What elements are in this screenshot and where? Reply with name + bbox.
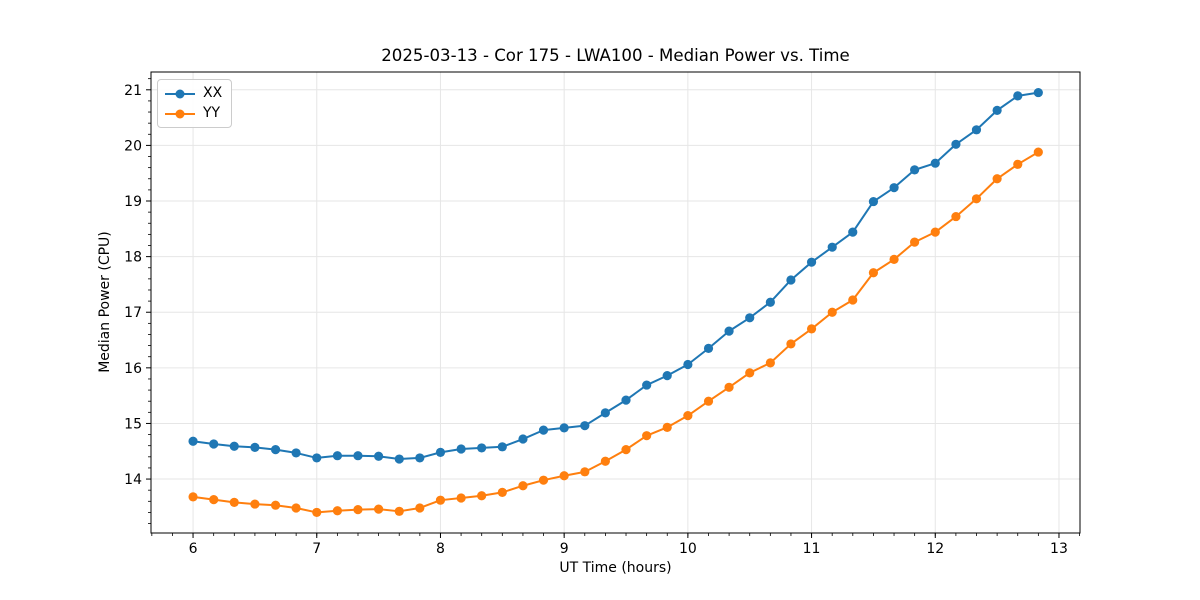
- svg-text:6: 6: [189, 541, 198, 557]
- legend-label-yy: YY: [203, 105, 221, 121]
- svg-text:12: 12: [926, 541, 944, 557]
- legend: XX YY: [157, 79, 233, 128]
- svg-text:7: 7: [312, 541, 321, 557]
- svg-text:15: 15: [124, 416, 142, 432]
- svg-text:13: 13: [1050, 541, 1068, 557]
- svg-text:8: 8: [436, 541, 445, 557]
- svg-text:9: 9: [560, 541, 569, 557]
- legend-line-marker-yy: [165, 109, 195, 118]
- svg-text:18: 18: [124, 250, 142, 266]
- legend-item-xx: XX: [165, 85, 222, 102]
- svg-text:14: 14: [124, 472, 142, 488]
- svg-text:21: 21: [124, 83, 142, 99]
- svg-text:10: 10: [679, 541, 697, 557]
- svg-text:19: 19: [124, 194, 142, 210]
- svg-text:17: 17: [124, 305, 142, 321]
- svg-text:20: 20: [124, 138, 142, 154]
- legend-item-yy: YY: [165, 105, 222, 122]
- legend-label-xx: XX: [203, 85, 223, 101]
- legend-line-marker-xx: [165, 89, 195, 98]
- x-axis-label: UT Time (hours): [559, 560, 672, 576]
- legend-dot-yy: [175, 109, 185, 118]
- chart-title: 2025-03-13 - Cor 175 - LWA100 - Median P…: [381, 46, 850, 65]
- svg-text:16: 16: [124, 361, 142, 377]
- legend-dot-xx: [175, 89, 185, 98]
- svg-text:11: 11: [803, 541, 821, 557]
